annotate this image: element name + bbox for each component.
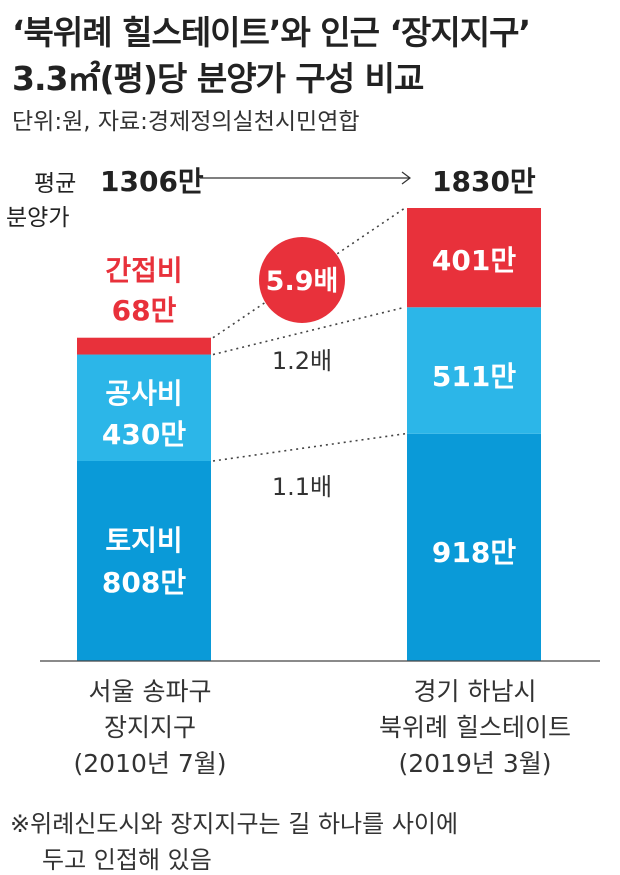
category-right-line2: 북위례 힐스테이트 bbox=[379, 713, 571, 742]
bar-segment-land-right bbox=[407, 433, 541, 661]
average-left-value: 1306만 bbox=[100, 165, 204, 198]
left-indirect-label-name: 간접비 bbox=[105, 254, 182, 287]
left-land-label-value: 808만 bbox=[102, 566, 186, 599]
unit-source-note: 단위:원, 자료:경제정의실천시민연합 bbox=[12, 109, 360, 135]
ratio-label-construction: 1.2배 bbox=[272, 347, 332, 375]
average-arrow-head bbox=[401, 171, 411, 185]
bar-segment-construction-right bbox=[407, 307, 541, 434]
left-construction-label-value: 430만 bbox=[102, 418, 186, 451]
ratio-label-land: 1.1배 bbox=[272, 473, 332, 501]
left-construction-label-name: 공사비 bbox=[105, 377, 182, 410]
category-left: 서울 송파구 장지지구 (2010년 7월) bbox=[40, 674, 260, 782]
average-right-value: 1830만 bbox=[432, 165, 536, 198]
category-left-line1: 서울 송파구 bbox=[88, 677, 212, 706]
average-label-line2: 분양가 bbox=[6, 205, 70, 231]
ratio-label-indirect: 5.9배 bbox=[266, 266, 339, 297]
average-label-line1: 평균 bbox=[34, 171, 77, 197]
right-construction-label: 511만 bbox=[432, 360, 516, 393]
chart-title-line2: 3.3㎡(평)당 분양가 구성 비교 bbox=[12, 59, 424, 98]
bar-segment-indirect-left bbox=[77, 337, 211, 355]
chart-title-line1: ‘북위례 힐스테이트’와 인근 ‘장지지구’ bbox=[12, 13, 531, 52]
bar-segment-land-left bbox=[77, 460, 211, 661]
right-land-label: 918만 bbox=[432, 536, 516, 569]
footnote-line2: 두고 인접해 있음 bbox=[42, 846, 212, 874]
category-right-line3: (2019년 3월) bbox=[398, 749, 552, 778]
right-indirect-label: 401만 bbox=[432, 244, 516, 277]
connector-land bbox=[212, 432, 406, 462]
category-right: 경기 하남시 북위례 힐스테이트 (2019년 3월) bbox=[350, 674, 600, 782]
ratio-circle-indirect bbox=[259, 237, 345, 323]
left-land-label-name: 토지비 bbox=[105, 524, 182, 557]
category-left-line2: 장지지구 bbox=[103, 713, 196, 742]
category-right-line1: 경기 하남시 bbox=[413, 677, 537, 706]
category-left-line3: (2010년 7월) bbox=[73, 749, 227, 778]
left-indirect-label-value: 68만 bbox=[112, 294, 177, 327]
bar-segment-indirect-right bbox=[407, 208, 541, 308]
bars-group bbox=[77, 208, 541, 661]
footnote-line1: ※위례신도시와 장지지구는 길 하나를 사이에 bbox=[10, 810, 459, 838]
bar-segment-construction-left bbox=[77, 354, 211, 461]
